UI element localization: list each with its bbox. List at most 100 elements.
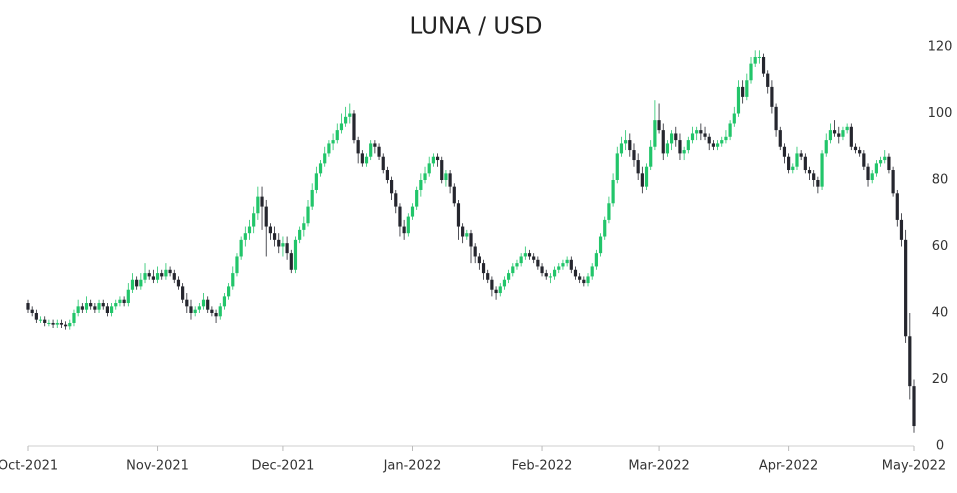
candle-body [34, 313, 38, 320]
candle-body [318, 163, 323, 174]
candle-body [189, 306, 193, 313]
candle-body [874, 163, 878, 174]
candle-body [527, 253, 532, 257]
candle-body [30, 309, 34, 313]
candle-body [745, 80, 749, 97]
x-tick-label: May-2022 [882, 459, 946, 474]
candle-body [26, 303, 30, 310]
candle-body [686, 140, 690, 151]
x-tick-label: Oct-2021 [0, 459, 58, 474]
candle-body [490, 279, 494, 290]
candle-body [594, 253, 598, 267]
candle-body [678, 140, 682, 154]
candle-body [552, 269, 557, 277]
candle-body [298, 229, 302, 240]
candle-body [147, 273, 151, 277]
candle-body [674, 133, 678, 141]
x-tick-label: Mar-2022 [628, 459, 689, 474]
candle-body [440, 160, 444, 180]
candle-body [732, 113, 736, 124]
candle-body [164, 269, 168, 277]
candle-body [741, 86, 745, 97]
candle-body [352, 113, 356, 141]
candle-body [43, 319, 47, 323]
candle-body [89, 303, 93, 307]
candle-body [444, 173, 448, 180]
candle-body [431, 156, 435, 164]
candle-body [214, 313, 218, 317]
candle-body [724, 136, 728, 141]
candle-body [302, 223, 306, 230]
candle-body [486, 273, 490, 280]
candle-body [327, 143, 331, 154]
candle-body [469, 233, 473, 247]
candle-body [849, 126, 853, 147]
candle-body [268, 226, 272, 234]
candle-body [139, 279, 143, 287]
candle-body [753, 56, 757, 64]
candle-body [636, 160, 640, 174]
candle-body [548, 276, 553, 278]
candle-body [699, 130, 703, 134]
candle-body [331, 140, 335, 144]
candle-body [452, 186, 456, 204]
candle-body [310, 189, 314, 207]
candle-body [519, 256, 523, 264]
candle-body [816, 180, 820, 187]
candle-body [632, 150, 636, 161]
candle-body [883, 156, 887, 161]
candle-body [47, 322, 51, 324]
candle-body [339, 123, 344, 131]
candle-body [109, 306, 114, 313]
candle-body [749, 63, 753, 81]
candle-body [866, 166, 870, 180]
candle-body [573, 269, 578, 277]
candle-body [603, 219, 607, 237]
candle-body [707, 136, 711, 144]
x-tick-label: Dec-2021 [251, 459, 314, 474]
candle-body [791, 166, 795, 171]
candle-body [832, 130, 837, 134]
candle-body [565, 259, 569, 264]
candle-body [172, 273, 176, 280]
candle-body [201, 299, 206, 307]
candle-body [435, 156, 440, 161]
candle-body [272, 233, 277, 240]
candle-body [389, 180, 394, 194]
candle-body [536, 259, 540, 267]
candle-body [615, 153, 619, 180]
candle-body [494, 289, 498, 294]
candle-body [364, 156, 369, 164]
candle-body [653, 120, 657, 147]
y-tick-label: 100 [928, 106, 953, 121]
candle-body [160, 273, 164, 277]
candle-body [544, 273, 548, 277]
candle-body [423, 173, 427, 180]
candle-body [858, 150, 862, 154]
x-tick-label: Apr-2022 [759, 459, 818, 474]
candle-body [256, 196, 260, 214]
candle-body [293, 239, 298, 270]
candle-body [870, 173, 874, 180]
candle-body [649, 146, 653, 167]
candle-body [515, 263, 519, 267]
candle-body [611, 180, 615, 204]
candle-body [757, 56, 761, 58]
candle-body [68, 322, 72, 327]
candle-body [84, 303, 89, 310]
candle-body [828, 130, 833, 141]
candle-body [181, 286, 185, 300]
candle-body [126, 289, 130, 304]
candle-body [360, 153, 364, 164]
candle-body [473, 246, 477, 257]
candle-body [243, 233, 247, 240]
candle-body [799, 153, 803, 157]
candle-body [481, 263, 486, 274]
candle-body [908, 336, 912, 387]
candle-body [281, 243, 285, 247]
candle-body [703, 133, 707, 137]
candle-body [252, 213, 256, 227]
candle-body [461, 226, 465, 237]
